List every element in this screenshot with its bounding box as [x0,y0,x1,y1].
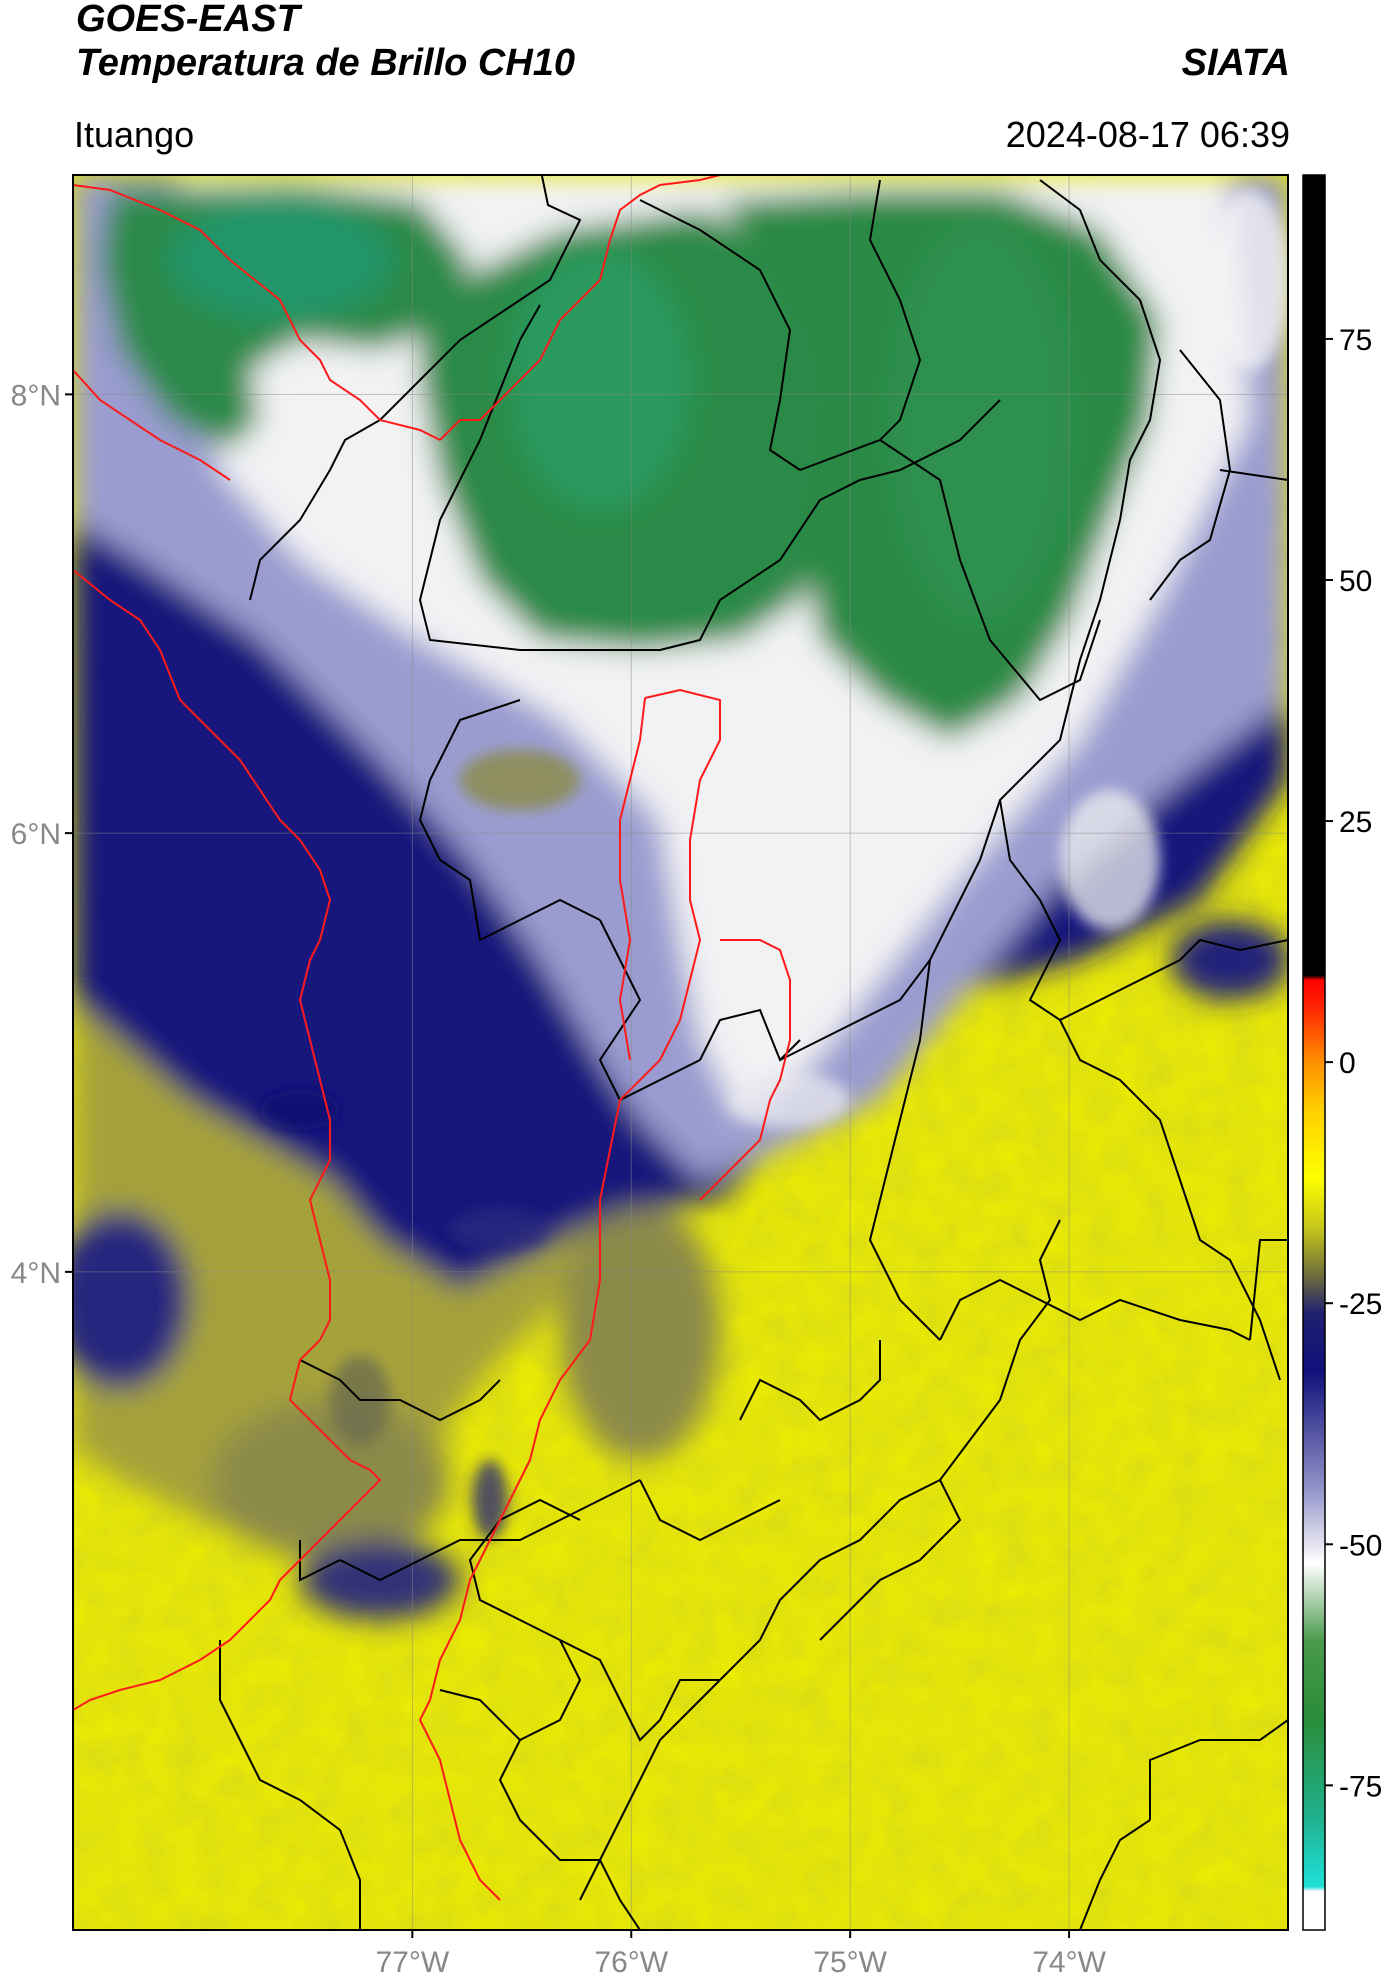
lat-tick-label: 8°N [11,379,61,412]
satellite-title: GOES-EAST [76,0,300,40]
cloud-fields [73,175,1288,1620]
lon-tick-label: 77°W [375,1946,449,1979]
colorbar-tick-label: 75 [1339,324,1372,357]
lon-tick-label: 76°W [594,1946,668,1979]
longitude-axis: 77°W 76°W 75°W 74°W [375,1930,1107,1979]
red-boundaries [73,175,791,1901]
map-frame [72,174,1289,1931]
lon-tick-label: 75°W [813,1946,887,1979]
colorbar-tick-label: -75 [1339,1770,1382,1803]
org-label: SIATA [1181,42,1290,84]
satellite-image [73,175,1288,1930]
colorbar-gradient [1302,174,1326,1931]
lat-tick-label: 4°N [11,1257,61,1290]
colorbar-tick-label: 25 [1339,806,1372,839]
region-label: Ituango [74,114,195,155]
gridlines [73,175,1288,1930]
colorbar-tick-label: 0 [1339,1047,1356,1080]
datetime-label: 2024-08-17 06:39 [1005,114,1290,155]
colorbar-tick-label: -25 [1339,1288,1382,1321]
product-title: Temperatura de Brillo CH10 [76,42,576,84]
colorbar-tick-label: -50 [1339,1529,1382,1562]
colorbar-tick-label: 50 [1339,565,1372,598]
department-borders [219,175,1288,1930]
latitude-axis: 8°N 6°N 4°N [11,379,73,1290]
lat-tick-label: 6°N [11,818,61,851]
colorbar: 75 50 25 0 -25 -50 -75 [1302,174,1382,1931]
lon-tick-label: 74°W [1032,1946,1106,1979]
